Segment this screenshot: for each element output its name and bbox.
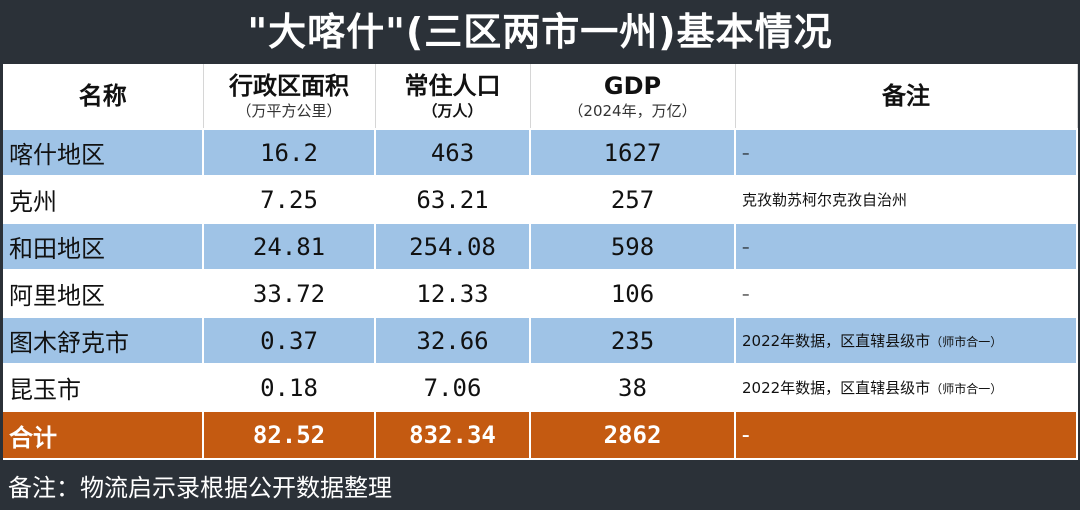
table-row: 阿里地区 33.72 12.33 106 –	[3, 270, 1078, 318]
cell-note: 克孜勒苏柯尔克孜自治州	[735, 176, 1078, 224]
cell-gdp: 38	[530, 364, 736, 412]
footer-note: 备注：物流启示录根据公开数据整理	[8, 474, 392, 502]
col-label: 常住人口	[404, 72, 501, 100]
col-label: GDP	[603, 72, 662, 100]
note-text: –	[742, 284, 750, 303]
col-header-gdp: GDP （2024年，万亿）	[530, 64, 736, 130]
cell-note: 2022年数据，区直辖县级市（师市合一）	[735, 364, 1078, 412]
page-title: "大喀什"(三区两市一州)基本情况	[247, 10, 833, 54]
col-header-area: 行政区面积 （万平方公里）	[203, 64, 376, 130]
cell-name: 阿里地区	[3, 270, 204, 318]
cell-note: –	[735, 411, 1078, 460]
cell-name: 克州	[3, 176, 204, 224]
cell-area: 7.25	[203, 176, 376, 224]
cell-gdp: 106	[530, 270, 736, 318]
cell-name: 昆玉市	[3, 364, 204, 412]
note-text: 克孜勒苏柯尔克孜自治州	[742, 191, 908, 209]
cell-note: 2022年数据，区直辖县级市（师市合一）	[735, 317, 1078, 365]
cell-name: 喀什地区	[3, 129, 204, 177]
cell-gdp: 235	[530, 317, 736, 365]
cell-note: –	[735, 270, 1078, 318]
cell-note: –	[735, 129, 1078, 177]
col-label: 名称	[78, 82, 127, 110]
cell-name: 图木舒克市	[3, 317, 204, 365]
cell-gdp: 598	[530, 223, 736, 271]
note-text: 2022年数据，区直辖县级市	[742, 332, 931, 350]
total-row: 合计 82.52 832.34 2862 –	[3, 411, 1078, 460]
table-row: 图木舒克市 0.37 32.66 235 2022年数据，区直辖县级市（师市合一…	[3, 317, 1078, 365]
cell-population: 12.33	[375, 270, 531, 318]
cell-name: 合计	[3, 411, 204, 460]
cell-population: 463	[375, 129, 531, 177]
table-row: 和田地区 24.81 254.08 598 –	[3, 223, 1078, 271]
col-header-note: 备注	[735, 64, 1078, 130]
cell-population: 832.34	[375, 411, 531, 460]
col-label: 备注	[882, 82, 930, 110]
note-text: –	[742, 237, 750, 256]
cell-area: 24.81	[203, 223, 376, 271]
data-table: 名称 行政区面积 （万平方公里） 常住人口 （万人） GDP （2024年，万亿…	[3, 64, 1078, 460]
cell-population: 63.21	[375, 176, 531, 224]
col-unit: （万人）	[422, 102, 483, 120]
col-unit: （万平方公里）	[236, 102, 342, 120]
cell-gdp: 2862	[530, 411, 736, 460]
note-extra: （师市合一）	[930, 335, 1003, 349]
cell-area: 0.18	[203, 364, 376, 412]
table-row: 昆玉市 0.18 7.06 38 2022年数据，区直辖县级市（师市合一）	[3, 364, 1078, 412]
note-extra: （师市合一）	[930, 382, 1003, 396]
note-text: –	[742, 143, 750, 162]
cell-area: 0.37	[203, 317, 376, 365]
cell-gdp: 257	[530, 176, 736, 224]
cell-note: –	[735, 223, 1078, 271]
cell-name: 和田地区	[3, 223, 204, 271]
cell-population: 254.08	[375, 223, 531, 271]
table-row: 喀什地区 16.2 463 1627 –	[3, 129, 1078, 177]
col-header-name: 名称	[3, 64, 204, 130]
cell-population: 32.66	[375, 317, 531, 365]
cell-area: 16.2	[203, 129, 376, 177]
note-text: 2022年数据，区直辖县级市	[742, 379, 931, 397]
cell-area: 82.52	[203, 411, 376, 460]
col-header-population: 常住人口 （万人）	[375, 64, 531, 130]
col-label: 行政区面积	[229, 72, 349, 100]
cell-area: 33.72	[203, 270, 376, 318]
header-row: 名称 行政区面积 （万平方公里） 常住人口 （万人） GDP （2024年，万亿…	[3, 64, 1078, 130]
cell-gdp: 1627	[530, 129, 736, 177]
col-unit: （2024年，万亿）	[568, 102, 697, 120]
table-row: 克州 7.25 63.21 257 克孜勒苏柯尔克孜自治州	[3, 176, 1078, 224]
cell-population: 7.06	[375, 364, 531, 412]
